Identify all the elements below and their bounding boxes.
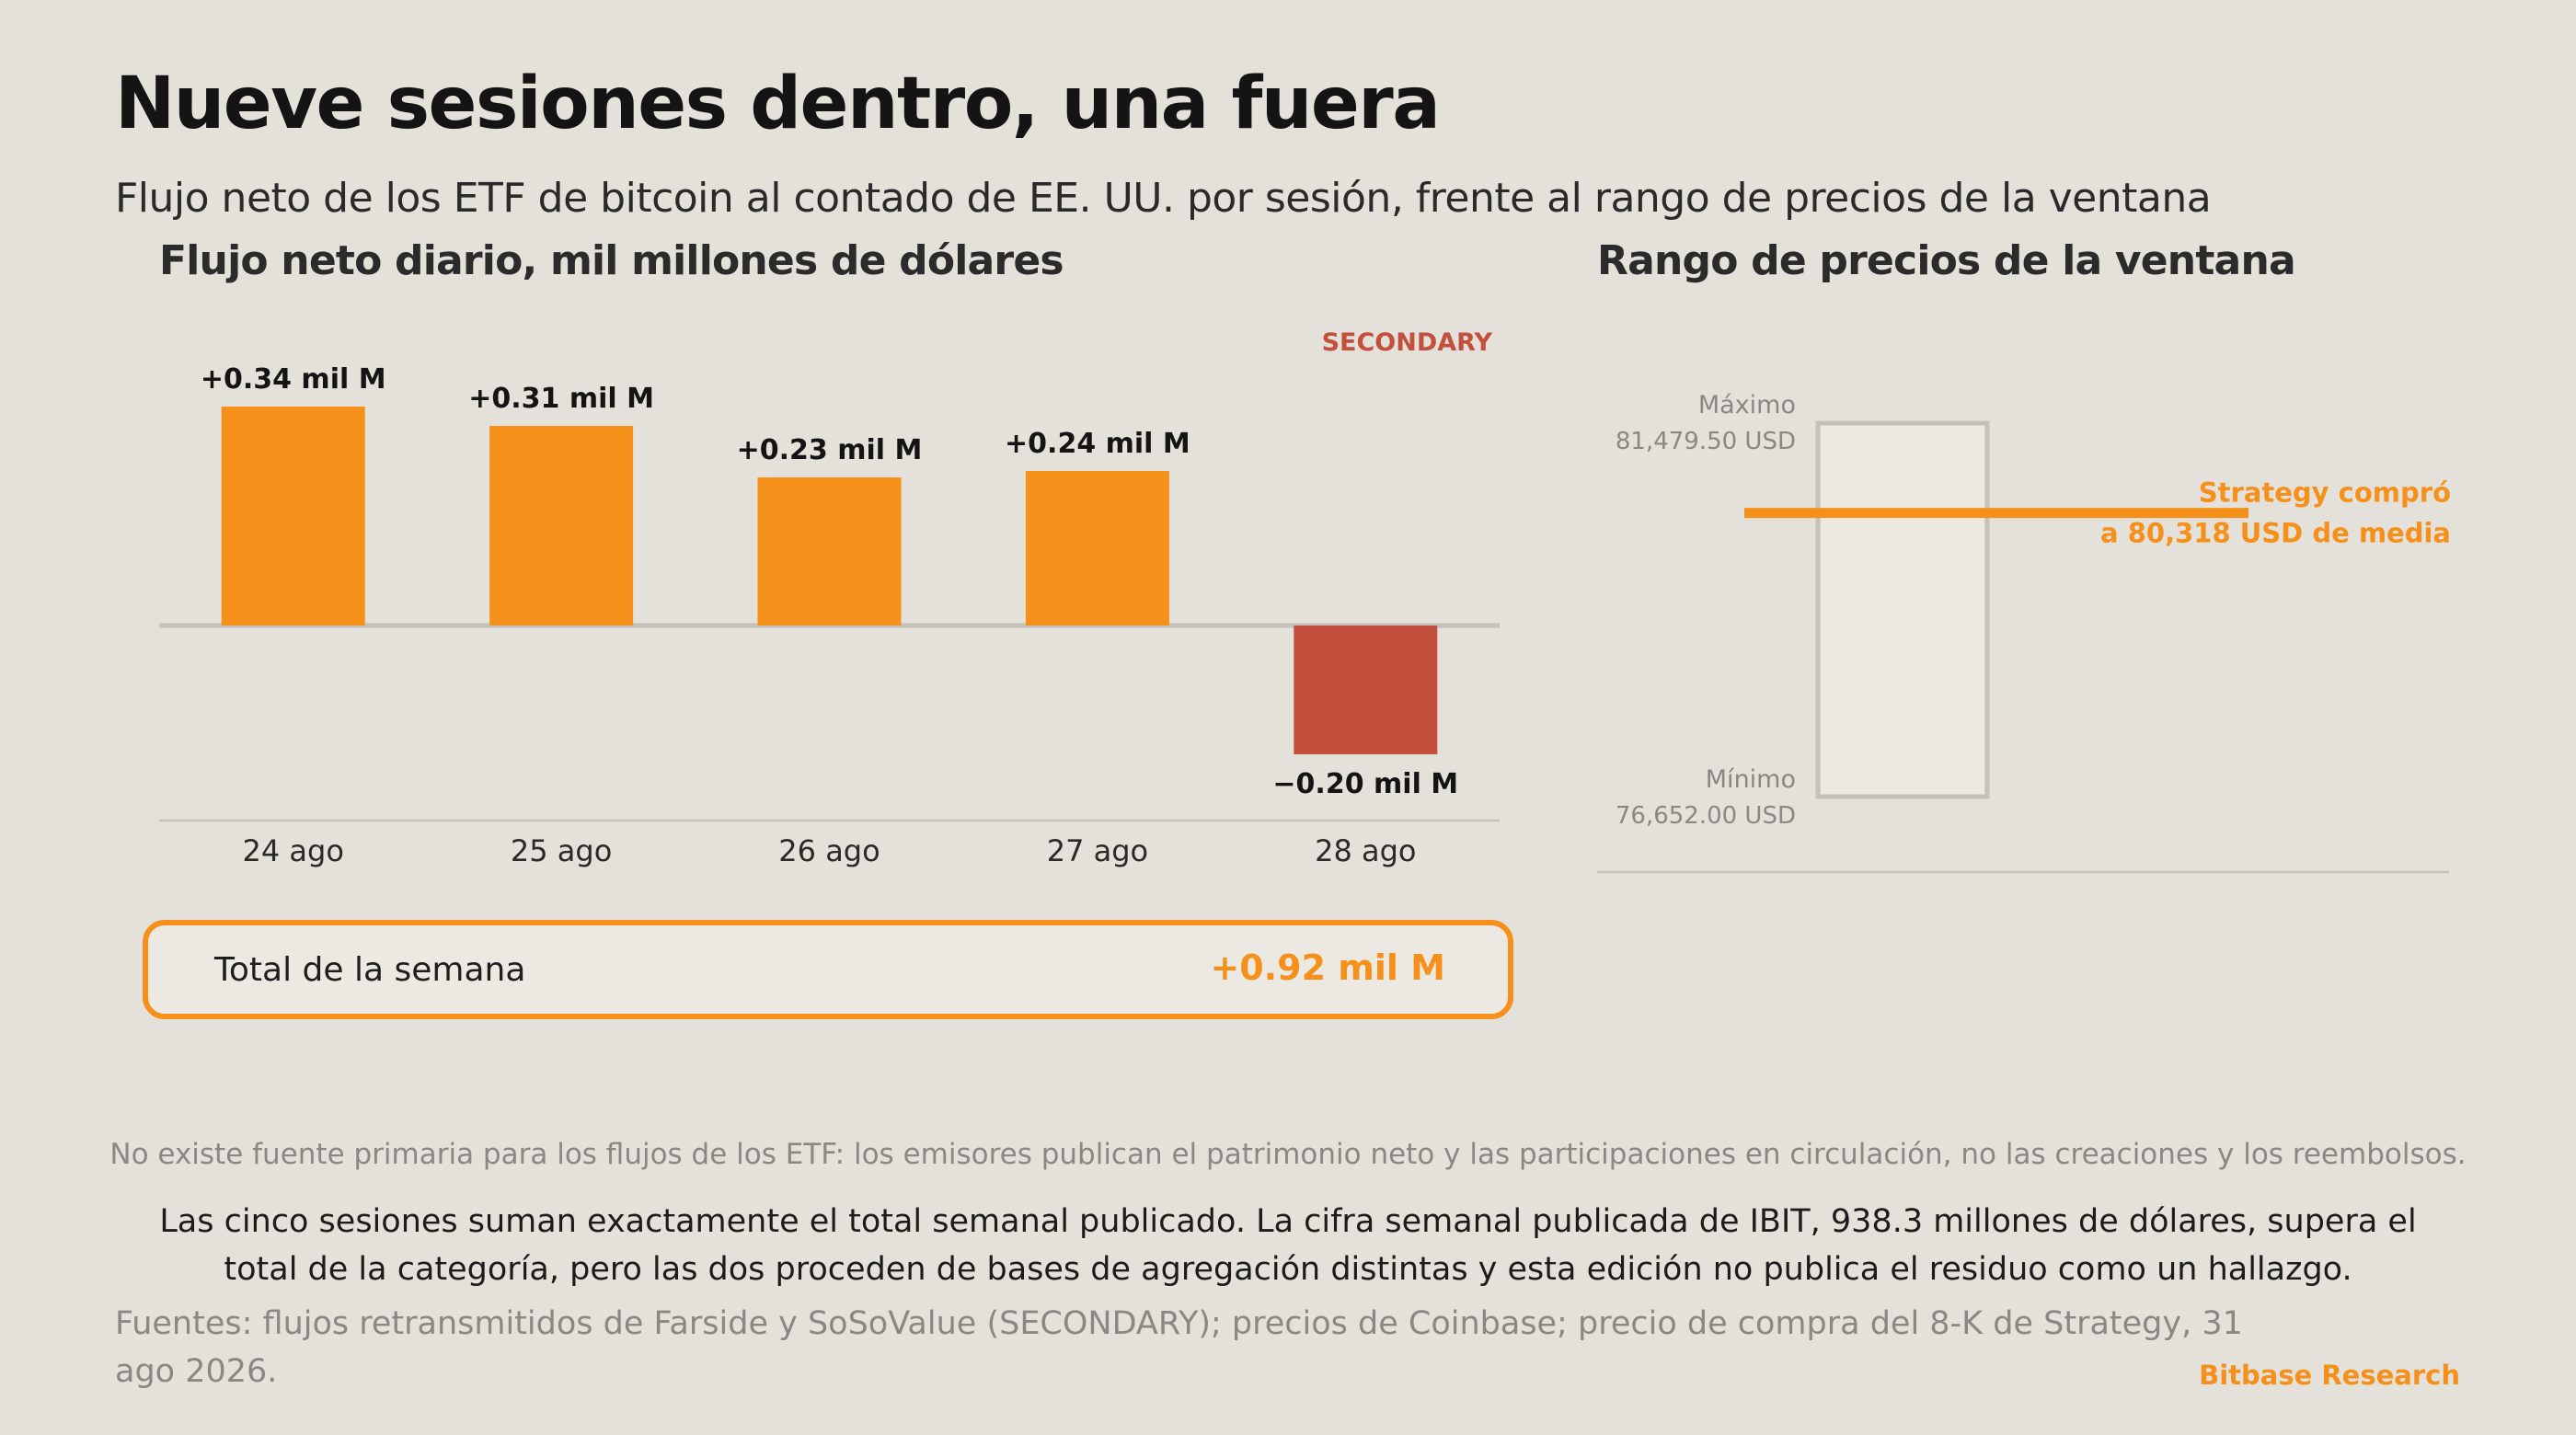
weekly-total-value: +0.92 mil M xyxy=(1210,947,1445,988)
x-tick-label: 25 ago xyxy=(511,833,612,868)
flow-bar xyxy=(489,426,634,626)
x-tick-label: 24 ago xyxy=(243,833,344,868)
range-max-label: Máximo xyxy=(1698,391,1796,419)
bar-data-label: −0.20 mil M xyxy=(1272,768,1458,800)
weekly-total-box: Total de la semana +0.92 mil M xyxy=(143,920,1513,1019)
flow-bar xyxy=(221,407,365,626)
source-tier-badge: SECONDARY xyxy=(1322,328,1493,357)
range-max-value: 81,479.50 USD xyxy=(1616,428,1796,455)
strategy-purchase-label: Strategy compró xyxy=(2199,477,2451,509)
bar-data-label: +0.24 mil M xyxy=(1005,428,1190,460)
range-chart-title: Rango de precios de la ventana xyxy=(1597,237,2296,284)
page-title: Nueve sesiones dentro, una fuera xyxy=(115,63,1441,145)
strategy-purchase-label: a 80,318 USD de media xyxy=(2100,518,2451,549)
bar-data-label: +0.31 mil M xyxy=(468,383,654,415)
price-range-box xyxy=(1815,420,1990,799)
range-min-value: 76,652.00 USD xyxy=(1616,802,1796,830)
x-tick-label: 26 ago xyxy=(778,833,880,868)
page-subtitle: Flujo neto de los ETF de bitcoin al cont… xyxy=(115,175,2212,222)
sources-note: Fuentes: flujos retransmitidos de Farsid… xyxy=(115,1305,2243,1390)
flow-bar xyxy=(757,477,902,626)
bar-data-label: +0.34 mil M xyxy=(201,363,386,396)
bar-data-label: +0.23 mil M xyxy=(737,434,923,466)
weekly-total-label: Total de la semana xyxy=(214,951,526,989)
x-tick-label: 27 ago xyxy=(1047,833,1148,868)
flow-chart-title: Flujo neto diario, mil millones de dólar… xyxy=(159,237,1064,284)
brand-label: Bitbase Research xyxy=(2199,1360,2460,1391)
flow-bar xyxy=(1294,626,1438,754)
flow-bar xyxy=(1025,471,1169,626)
disclaimer-note: No existe fuente primaria para los flujo… xyxy=(109,1138,2467,1171)
x-tick-label: 28 ago xyxy=(1315,833,1416,868)
body-note: Las cinco sesiones suman exactamente el … xyxy=(159,1203,2417,1288)
range-min-label: Mínimo xyxy=(1706,765,1796,794)
